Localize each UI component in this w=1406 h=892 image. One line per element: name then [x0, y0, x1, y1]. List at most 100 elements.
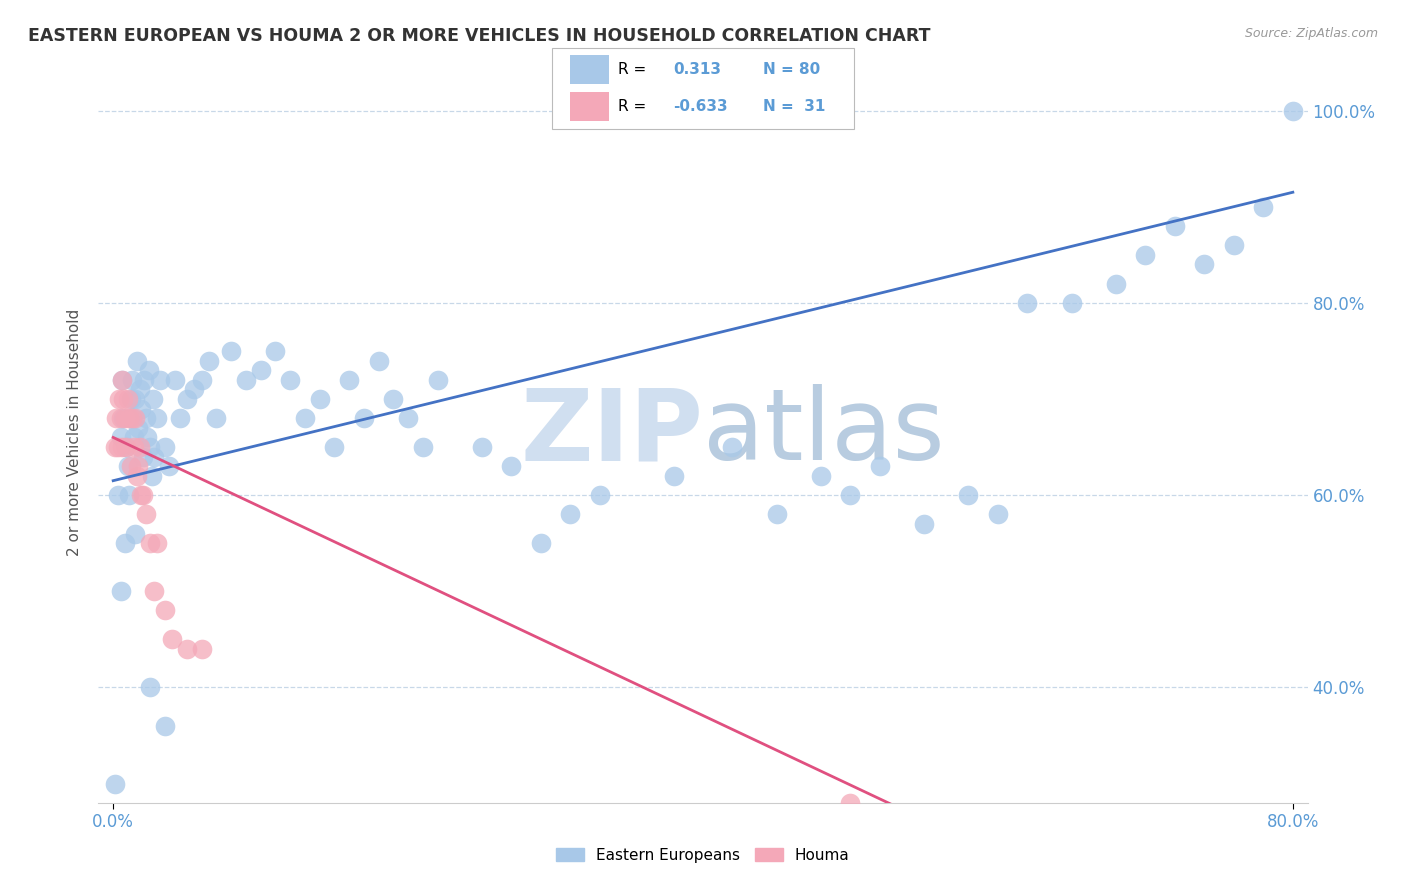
Point	[957, 488, 980, 502]
Point	[471, 440, 494, 454]
Point	[118, 411, 141, 425]
Point	[104, 440, 127, 454]
Point	[412, 440, 434, 454]
Text: N = 80: N = 80	[763, 62, 821, 78]
Point	[128, 382, 150, 396]
Point	[143, 584, 166, 599]
Point	[367, 353, 389, 368]
Point	[114, 536, 136, 550]
Point	[129, 401, 152, 416]
Point	[1017, 295, 1039, 310]
Point	[124, 411, 146, 425]
Point	[122, 440, 145, 454]
Point	[135, 508, 157, 522]
Point	[589, 488, 612, 502]
Point	[560, 508, 582, 522]
Point	[190, 373, 212, 387]
Point	[127, 459, 149, 474]
Point	[165, 373, 187, 387]
Point	[139, 536, 162, 550]
Y-axis label: 2 or more Vehicles in Household: 2 or more Vehicles in Household	[67, 309, 83, 557]
Point	[121, 373, 143, 387]
Point	[198, 353, 221, 368]
Text: Source: ZipAtlas.com: Source: ZipAtlas.com	[1244, 27, 1378, 40]
Point	[128, 440, 150, 454]
Text: EASTERN EUROPEAN VS HOUMA 2 OR MORE VEHICLES IN HOUSEHOLD CORRELATION CHART: EASTERN EUROPEAN VS HOUMA 2 OR MORE VEHI…	[28, 27, 931, 45]
Point	[176, 392, 198, 406]
Point	[153, 603, 176, 617]
Point	[157, 459, 180, 474]
Point	[121, 411, 143, 425]
Point	[139, 681, 162, 695]
Text: N =  31: N = 31	[763, 99, 825, 114]
Point	[1194, 257, 1216, 271]
Point	[115, 440, 138, 454]
Point	[810, 469, 832, 483]
Point	[112, 411, 135, 425]
Point	[353, 411, 375, 425]
Point	[108, 392, 131, 406]
Point	[1135, 248, 1157, 262]
Point	[124, 526, 146, 541]
Text: -0.633: -0.633	[673, 99, 727, 114]
Point	[114, 411, 136, 425]
Point	[249, 363, 271, 377]
Point	[1060, 295, 1083, 310]
Point	[141, 469, 163, 483]
Point	[382, 392, 405, 406]
Point	[662, 469, 685, 483]
Point	[235, 373, 257, 387]
Point	[219, 343, 242, 358]
Point	[104, 776, 127, 790]
Point	[115, 440, 138, 454]
Point	[1105, 277, 1128, 291]
Point	[183, 382, 205, 396]
Legend: Eastern Europeans, Houma: Eastern Europeans, Houma	[548, 840, 858, 871]
Point	[765, 508, 787, 522]
Point	[110, 584, 132, 599]
Point	[127, 421, 149, 435]
Point	[143, 450, 166, 464]
Point	[124, 392, 146, 406]
Point	[839, 488, 862, 502]
Point	[190, 642, 212, 657]
Point	[136, 430, 159, 444]
Point	[118, 488, 141, 502]
Point	[1282, 103, 1305, 118]
Point	[1253, 200, 1275, 214]
Point	[122, 430, 145, 444]
Point	[721, 440, 744, 454]
Point	[135, 411, 157, 425]
Point	[129, 488, 152, 502]
FancyBboxPatch shape	[551, 47, 855, 129]
Point	[426, 373, 449, 387]
Point	[111, 373, 134, 387]
Point	[149, 373, 172, 387]
Point	[987, 508, 1010, 522]
Point	[205, 411, 228, 425]
Point	[337, 373, 360, 387]
Point	[112, 392, 135, 406]
Point	[110, 411, 132, 425]
Point	[125, 353, 148, 368]
Text: atlas: atlas	[703, 384, 945, 481]
Text: ZIP: ZIP	[520, 384, 703, 481]
Point	[131, 488, 153, 502]
Point	[1164, 219, 1187, 233]
Point	[120, 459, 142, 474]
Point	[323, 440, 346, 454]
Point	[264, 343, 287, 358]
Text: R =: R =	[619, 99, 647, 114]
Point	[117, 392, 139, 406]
Point	[530, 536, 553, 550]
Text: 0.313: 0.313	[673, 62, 721, 78]
Point	[169, 411, 191, 425]
Point	[278, 373, 301, 387]
Point	[839, 796, 862, 810]
Point	[117, 459, 139, 474]
FancyBboxPatch shape	[569, 55, 609, 84]
Point	[138, 363, 160, 377]
Point	[121, 411, 143, 425]
Point	[912, 516, 935, 531]
Point	[146, 411, 169, 425]
